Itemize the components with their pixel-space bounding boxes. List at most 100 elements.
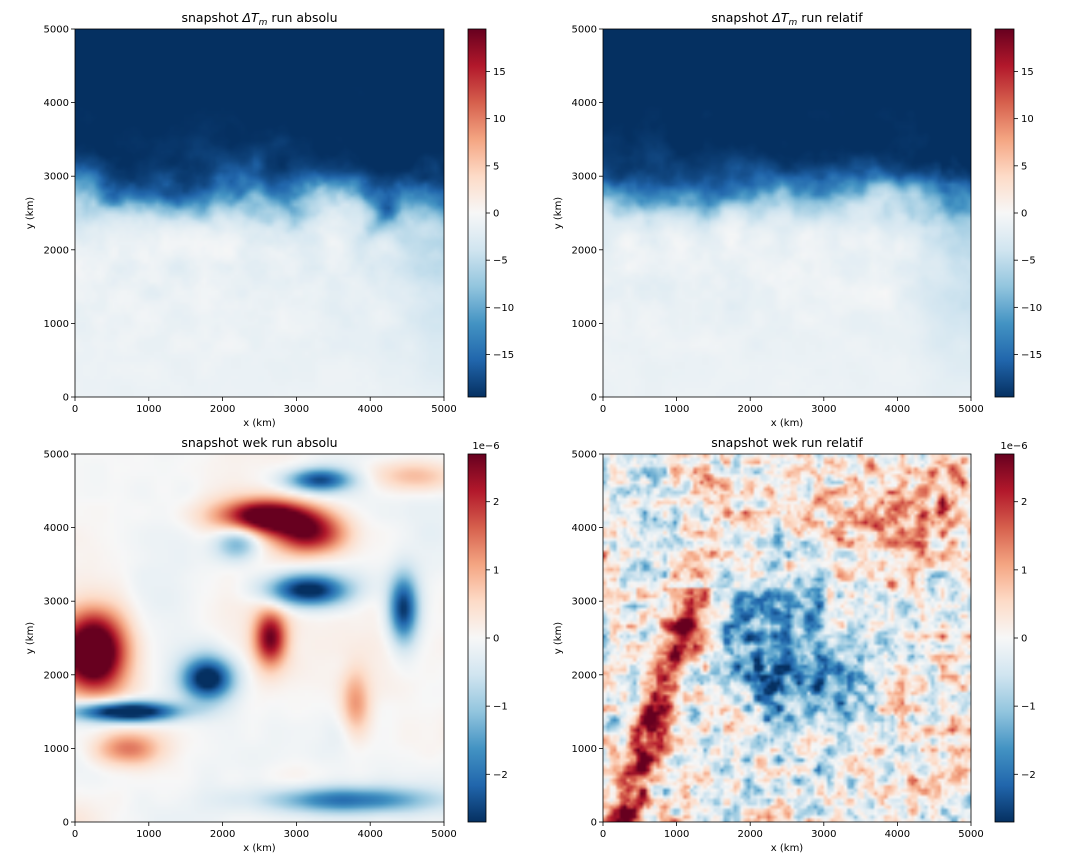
- y-tick-label: 3000: [572, 172, 597, 183]
- y-tick-label: 2000: [44, 245, 69, 256]
- y-tick-label: 2000: [572, 245, 597, 256]
- colorbar-tick-label: −2: [1021, 770, 1036, 781]
- y-tick-label: 4000: [572, 98, 597, 109]
- y-tick-label: 0: [63, 818, 69, 829]
- x-tick-label: 5000: [431, 404, 456, 415]
- y-tick-label: 3000: [572, 597, 597, 608]
- x-tick-label: 1000: [664, 829, 689, 840]
- colorbar-scale-label: 1e−6: [1000, 441, 1027, 452]
- colorbar: [994, 28, 1015, 398]
- x-tick-label: 1000: [136, 829, 161, 840]
- x-axis-label: x (km): [243, 418, 276, 429]
- panel-3: snapshot wek run absolu 0 1000 2000 3000 4000…: [25, 435, 508, 854]
- y-tick-label: 5000: [572, 450, 597, 461]
- y-tick-label: 3000: [44, 597, 69, 608]
- y-tick-label: 2000: [44, 670, 69, 681]
- y-tick-label: 1000: [44, 744, 69, 755]
- y-tick-label: 0: [63, 393, 69, 404]
- colorbar-tick-label: −1: [1021, 702, 1036, 713]
- heatmap-image: [75, 454, 444, 822]
- panel-1: snapshot ΔTm run absolu 0 1000 2000 3000 4000…: [25, 10, 514, 429]
- panel-4: snapshot wek run relatif 0 1000 2000 3000 400…: [553, 435, 1036, 854]
- y-tick-label: 1000: [572, 744, 597, 755]
- colorbar-tick-label: 0: [1021, 634, 1027, 645]
- y-tick-label: 5000: [572, 25, 597, 36]
- colorbar-tick-label: 10: [1021, 114, 1034, 125]
- y-tick-label: 4000: [572, 523, 597, 534]
- colorbar: [994, 453, 1015, 823]
- x-tick-label: 5000: [958, 404, 983, 415]
- colorbar-tick-label: 15: [1021, 67, 1034, 78]
- y-axis-label: y (km): [25, 622, 36, 655]
- y-tick-label: 5000: [44, 25, 69, 36]
- colorbar-tick-label: 0: [493, 634, 499, 645]
- x-tick-label: 0: [600, 404, 606, 415]
- plot-title: snapshot ΔTm run relatif: [711, 10, 863, 28]
- x-tick-label: 2000: [737, 404, 762, 415]
- y-axis-label: y (km): [553, 622, 564, 655]
- colorbar-tick-label: −5: [493, 256, 508, 267]
- x-axis-label: x (km): [771, 843, 804, 854]
- colorbar-tick-label: 2: [493, 497, 499, 508]
- colorbar-tick-label: 5: [493, 161, 499, 172]
- x-tick-label: 0: [72, 829, 78, 840]
- plot-frame: [602, 28, 972, 398]
- y-tick-label: 0: [591, 818, 597, 829]
- x-tick-label: 4000: [357, 829, 382, 840]
- colorbar-tick-label: −15: [493, 350, 514, 361]
- colorbar-tick-label: −2: [493, 770, 508, 781]
- x-tick-label: 0: [600, 829, 606, 840]
- x-tick-label: 2000: [737, 829, 762, 840]
- plot-title: snapshot ΔTm run absolu: [181, 10, 337, 28]
- x-tick-label: 5000: [958, 829, 983, 840]
- x-tick-label: 1000: [664, 404, 689, 415]
- y-axis-label: y (km): [25, 197, 36, 230]
- x-tick-label: 4000: [357, 404, 382, 415]
- y-tick-label: 0: [591, 393, 597, 404]
- y-tick-label: 5000: [44, 450, 69, 461]
- colorbar-scale-label: 1e−6: [472, 441, 499, 452]
- heatmap-image: [603, 454, 971, 822]
- colorbar-tick-label: 15: [493, 67, 506, 78]
- x-axis-label: x (km): [243, 843, 276, 854]
- x-tick-label: 3000: [284, 829, 309, 840]
- y-tick-label: 2000: [572, 670, 597, 681]
- colorbar-tick-label: 2: [1021, 497, 1027, 508]
- heatmap-image: [603, 29, 971, 397]
- colorbar-tick-label: −1: [493, 702, 508, 713]
- x-tick-label: 4000: [885, 829, 910, 840]
- heatmap-image: [75, 29, 444, 397]
- colorbar-tick-label: −15: [1021, 350, 1042, 361]
- colorbar-tick-label: 5: [1021, 161, 1027, 172]
- x-tick-label: 3000: [811, 829, 836, 840]
- colorbar: [467, 453, 487, 823]
- plot-title: snapshot wek run absolu: [181, 435, 337, 450]
- colorbar-tick-label: −10: [1021, 303, 1042, 314]
- colorbar-tick-label: 10: [493, 114, 506, 125]
- x-tick-label: 5000: [431, 829, 456, 840]
- x-tick-label: 4000: [885, 404, 910, 415]
- x-tick-label: 2000: [210, 404, 235, 415]
- colorbar-tick-label: 0: [1021, 209, 1027, 220]
- colorbar: [467, 28, 487, 398]
- plot-frame: [74, 453, 445, 823]
- x-tick-label: 3000: [284, 404, 309, 415]
- y-tick-label: 4000: [44, 98, 69, 109]
- colorbar-tick-label: −10: [493, 303, 514, 314]
- x-tick-label: 1000: [136, 404, 161, 415]
- colorbar-tick-label: 0: [493, 209, 499, 220]
- y-tick-label: 4000: [44, 523, 69, 534]
- x-tick-label: 2000: [210, 829, 235, 840]
- plot-frame: [602, 453, 972, 823]
- y-tick-label: 1000: [572, 319, 597, 330]
- x-tick-label: 3000: [811, 404, 836, 415]
- colorbar-tick-label: 1: [1021, 565, 1027, 576]
- plot-title: snapshot wek run relatif: [711, 435, 863, 450]
- y-tick-label: 1000: [44, 319, 69, 330]
- x-axis-label: x (km): [771, 418, 804, 429]
- plot-frame: [74, 28, 445, 398]
- y-tick-label: 3000: [44, 172, 69, 183]
- y-axis-label: y (km): [553, 197, 564, 230]
